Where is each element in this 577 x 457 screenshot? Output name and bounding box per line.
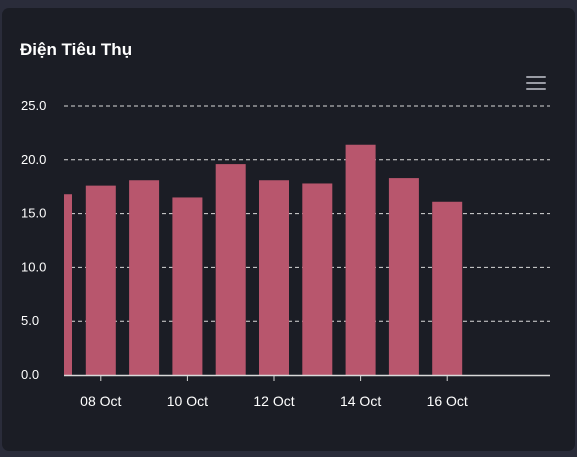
bar-14-oct[interactable] [346, 145, 376, 375]
x-tick-label: 12 Oct [253, 393, 294, 409]
bar-09-oct[interactable] [129, 180, 159, 375]
x-tick-label: 14 Oct [340, 393, 381, 409]
bar-13-oct[interactable] [302, 183, 332, 375]
y-tick-label: 25.0 [21, 98, 46, 113]
y-tick-label: 10.0 [21, 259, 46, 274]
y-axis-labels: 0.0 5.0 10.0 15.0 20.0 25.0 [21, 98, 46, 382]
bars [64, 145, 462, 375]
bar-16-oct[interactable] [432, 202, 462, 375]
y-tick-label: 20.0 [21, 152, 46, 167]
y-tick-label: 5.0 [21, 313, 39, 328]
x-axis-labels: 08 Oct 10 Oct 12 Oct 14 Oct 16 Oct [80, 393, 468, 409]
bar-10-oct[interactable] [172, 197, 202, 375]
bar-08-oct[interactable] [86, 186, 116, 375]
x-tick-label: 10 Oct [167, 393, 208, 409]
bar-11-oct[interactable] [216, 164, 246, 375]
bar-12-oct[interactable] [259, 180, 289, 375]
bar-07-oct[interactable] [64, 194, 72, 375]
x-tick-label: 16 Oct [427, 393, 468, 409]
x-tick-label: 08 Oct [80, 393, 121, 409]
x-axis [64, 376, 550, 382]
y-tick-label: 0.0 [21, 367, 39, 382]
bar-15-oct[interactable] [389, 178, 419, 375]
y-tick-label: 15.0 [21, 206, 46, 221]
